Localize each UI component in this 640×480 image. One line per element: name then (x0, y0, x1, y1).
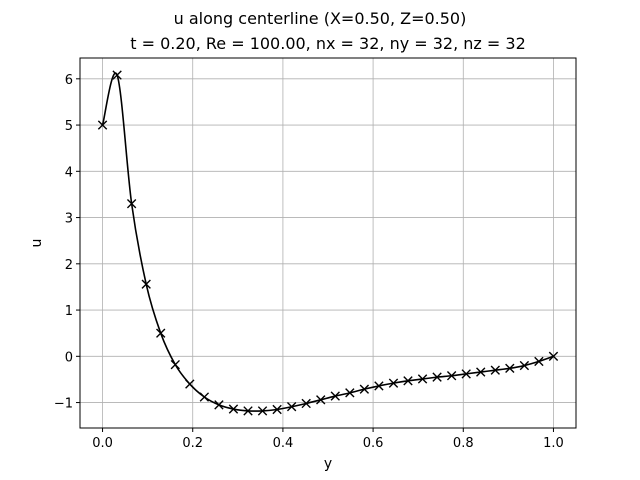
marker-stroke (374, 381, 384, 391)
data-point-marker (301, 398, 311, 409)
data-point-marker (403, 376, 413, 386)
plot-area-frame (79, 57, 577, 429)
x-axis-label: y (324, 456, 332, 472)
chart-subtitle: t = 0.20, Re = 100.00, nx = 32, ny = 32,… (130, 34, 526, 53)
marker-stroke (316, 395, 326, 405)
data-point-marker (519, 360, 530, 371)
marker-stroke (490, 365, 500, 375)
data-point-marker (432, 372, 442, 382)
data-point-marker (490, 365, 500, 375)
marker-stroke (548, 351, 559, 362)
marker-stroke (126, 198, 137, 209)
data-point-marker (257, 406, 268, 416)
x-tick-label: 0.6 (363, 436, 384, 451)
marker-stroke (272, 404, 282, 415)
marker-stroke (286, 402, 297, 412)
marker-stroke (214, 400, 224, 410)
data-point-marker (374, 381, 384, 391)
marker-stroke (403, 376, 413, 386)
marker-stroke (141, 279, 151, 289)
marker-stroke (417, 374, 428, 384)
y-tick-label: 0 (65, 350, 73, 365)
marker-stroke (534, 356, 544, 367)
data-point-marker (476, 367, 486, 377)
data-point-marker (243, 406, 253, 416)
marker-stroke (446, 371, 457, 381)
y-tick-label: 6 (65, 73, 73, 88)
data-point-marker (505, 363, 515, 374)
data-point-marker (126, 198, 137, 209)
x-tick-label: 1.0 (543, 436, 564, 451)
data-point-marker (112, 70, 122, 80)
marker-stroke (388, 378, 399, 388)
data-point-marker (417, 374, 428, 384)
data-point-marker (156, 328, 166, 338)
marker-stroke (97, 120, 108, 130)
y-tick-label: 5 (65, 119, 73, 134)
x-tick-label: 0.2 (182, 436, 203, 451)
chart-title: u along centerline (X=0.50, Z=0.50) (174, 9, 467, 28)
data-point-marker (446, 371, 457, 381)
data-point-marker (214, 400, 224, 410)
data-point-marker (316, 395, 326, 405)
marker-stroke (199, 392, 210, 402)
data-point-marker (286, 402, 297, 412)
data-point-marker (97, 120, 108, 130)
data-point-marker (141, 279, 151, 289)
marker-stroke (519, 360, 530, 371)
data-point-marker (461, 369, 471, 379)
marker-stroke (330, 391, 340, 401)
data-point-marker (330, 391, 340, 401)
marker-stroke (228, 404, 239, 414)
data-point-marker (548, 351, 559, 362)
data-point-marker (185, 379, 195, 389)
marker-stroke (112, 70, 122, 80)
y-axis-label: u (29, 239, 45, 248)
data-point-marker (228, 404, 239, 414)
y-tick-label: 3 (65, 212, 73, 227)
series-line (101, 72, 554, 412)
data-point-marker (359, 384, 370, 394)
marker-stroke (257, 406, 268, 416)
marker-stroke (461, 369, 471, 379)
marker-stroke (243, 406, 253, 416)
series-layer (97, 70, 559, 416)
y-tick-label: 1 (65, 304, 73, 319)
y-tick-label: 4 (65, 165, 73, 180)
grid (80, 58, 576, 428)
data-point-marker (272, 404, 282, 415)
marker-stroke (170, 359, 180, 370)
x-tick-label: 0.4 (273, 436, 294, 451)
data-point-marker (199, 392, 210, 402)
marker-stroke (476, 367, 486, 377)
marker-stroke (156, 328, 166, 338)
marker-stroke (185, 379, 195, 389)
data-point-marker (170, 359, 180, 370)
ticks: 0.0 0.2 0.4 0.6 0.8 1.0 −1 0 1 2 3 4 5 6 (54, 73, 564, 451)
data-point-marker (345, 388, 355, 398)
marker-stroke (432, 372, 442, 382)
data-point-marker (388, 378, 399, 388)
x-tick-label: 0.8 (453, 436, 474, 451)
marker-stroke (345, 388, 355, 398)
data-point-marker (534, 356, 544, 367)
marker-stroke (359, 384, 370, 394)
y-tick-label: 2 (65, 258, 73, 273)
marker-stroke (301, 398, 311, 409)
x-tick-label: 0.0 (92, 436, 113, 451)
y-tick-label: −1 (54, 397, 73, 412)
marker-stroke (505, 363, 515, 374)
